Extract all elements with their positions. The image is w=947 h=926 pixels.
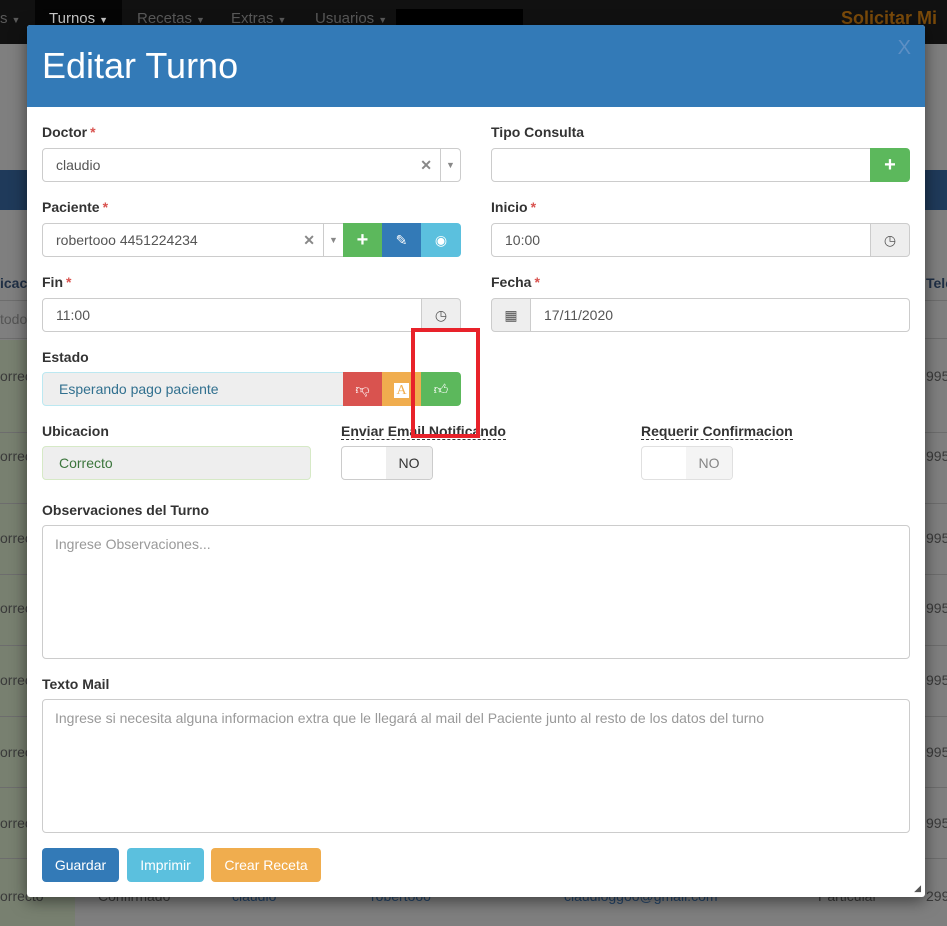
texto-mail-textarea[interactable]: Ingrese si necesita alguna informacion e… <box>42 699 910 833</box>
enviar-email-toggle[interactable]: NO <box>341 446 433 480</box>
edit-paciente-button[interactable]: ✎ <box>382 223 421 257</box>
bg-cell: orrec <box>0 815 32 831</box>
bg-cell: orrec <box>0 600 32 616</box>
chevron-down-icon[interactable]: ▼ <box>323 224 343 256</box>
inicio-label: Inicio * <box>491 199 537 215</box>
add-tipo-consulta-button[interactable]: + <box>870 148 910 182</box>
calendar-icon[interactable]: ▦ <box>491 298 531 332</box>
nav-item-usuarios[interactable]: Usuarios ▼ <box>315 10 388 27</box>
doctor-select[interactable]: claudio ✕ ▼ <box>42 148 461 182</box>
doctor-label: Doctor * <box>42 124 96 140</box>
modal-title: Editar Turno <box>42 45 239 86</box>
bg-filter: todos <box>0 311 35 327</box>
bg-cell: 995 <box>926 672 947 688</box>
bg-cell: 995 <box>926 448 947 464</box>
nav-item-extras[interactable]: Extras ▼ <box>231 10 287 27</box>
bg-cell: 995 <box>926 530 947 546</box>
plus-icon: + <box>884 154 896 176</box>
view-paciente-button[interactable]: ◉ <box>421 223 461 257</box>
bg-cell: orrec <box>0 530 32 546</box>
clear-icon[interactable]: ✕ <box>303 232 315 248</box>
crear-receta-button[interactable]: Crear Receta <box>211 848 321 882</box>
bg-cell-telefono: 2995 <box>926 888 947 904</box>
fecha-input[interactable]: 17/11/2020 <box>530 298 910 332</box>
imprimir-button[interactable]: Imprimir <box>127 848 204 882</box>
bg-cell: 995 <box>926 600 947 616</box>
ubicacion-label: Ubicacion <box>42 423 109 439</box>
edit-turno-modal: Editar Turno X Doctor * claudio ✕ ▼ Tipo … <box>27 25 925 897</box>
highlight-box <box>411 328 480 438</box>
observaciones-label: Observaciones del Turno <box>42 502 210 518</box>
modal-header: Editar Turno X <box>27 25 925 107</box>
thumbs-down-icon: 👎︎ <box>355 381 370 397</box>
nav-item-prev[interactable]: s ▼ <box>0 10 21 27</box>
chevron-down-icon[interactable]: ▼ <box>440 149 460 181</box>
clear-icon[interactable]: ✕ <box>420 157 432 173</box>
guardar-button[interactable]: Guardar <box>42 848 119 882</box>
resize-handle-icon[interactable]: ◢ <box>914 883 921 893</box>
bg-cell: orrec <box>0 744 32 760</box>
clock-icon[interactable]: ◷ <box>421 298 461 332</box>
bg-cell: 995 <box>926 744 947 760</box>
bg-column-header: Tele <box>926 275 947 291</box>
ubicacion-input: Correcto <box>42 446 311 480</box>
tipo-consulta-input[interactable] <box>491 148 872 182</box>
paciente-select[interactable]: robertooo 4451224234 ✕ ▼ <box>42 223 344 257</box>
add-paciente-button[interactable]: + <box>343 223 382 257</box>
bg-cell: orrec <box>0 368 32 384</box>
requerir-confirmacion-label: Requerir Confirmacion <box>641 423 793 440</box>
estado-confirmar-button[interactable]: 👍︎ <box>421 372 461 406</box>
plus-icon: + <box>356 229 369 251</box>
bg-cell: 995 <box>926 368 947 384</box>
bg-cell: 995 <box>926 815 947 831</box>
bg-cell: orrec <box>0 672 32 688</box>
nav-item-recetas[interactable]: Recetas ▼ <box>137 10 205 27</box>
texto-mail-label: Texto Mail <box>42 676 110 692</box>
estado-label: Estado <box>42 349 89 365</box>
close-button[interactable]: X <box>897 37 911 59</box>
thumbs-up-icon: 👍︎ <box>433 381 449 397</box>
tipo-consulta-label: Tipo Consulta <box>491 124 585 140</box>
estado-input: Esperando pago paciente <box>42 372 344 406</box>
fecha-label: Fecha * <box>491 274 540 290</box>
bg-column-header: icac <box>0 275 28 291</box>
pencil-icon: ✎ <box>395 232 408 248</box>
fin-input[interactable]: 11:00 <box>42 298 423 332</box>
bg-cell: orrec <box>0 448 32 464</box>
requerir-confirmacion-toggle[interactable]: NO <box>641 446 733 480</box>
clock-icon[interactable]: ◷ <box>870 223 910 257</box>
estado-rechazar-button[interactable]: 👎︎ <box>343 372 382 406</box>
letter-a-icon: A <box>394 383 409 398</box>
solicitar-link[interactable]: Solicitar Mi <box>841 8 938 28</box>
fin-label: Fin * <box>42 274 72 290</box>
inicio-input[interactable]: 10:00 <box>491 223 872 257</box>
eye-icon: ◉ <box>434 232 448 248</box>
paciente-label: Paciente * <box>42 199 109 215</box>
observaciones-textarea[interactable]: Ingrese Observaciones... <box>42 525 910 659</box>
